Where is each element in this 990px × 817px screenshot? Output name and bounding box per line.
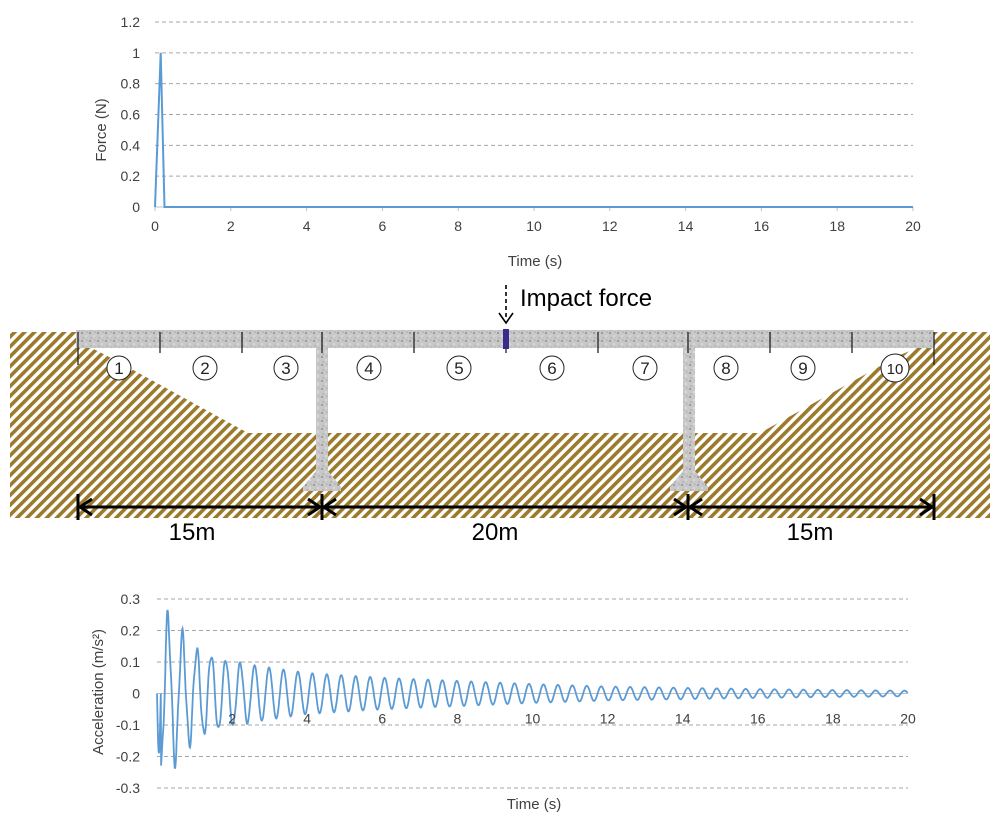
force-chart-x-tick-labels: 0 2 4 6 8 10 12 14 16 18 20 bbox=[151, 218, 921, 234]
svg-text:7: 7 bbox=[640, 359, 649, 378]
force-x-tick-label: 18 bbox=[829, 218, 845, 234]
segment-6: 6 bbox=[539, 355, 565, 381]
segment-9: 9 bbox=[790, 355, 816, 381]
force-x-tick-label: 2 bbox=[227, 218, 235, 234]
force-y-tick-label: 0.4 bbox=[121, 137, 141, 153]
ground-soil bbox=[10, 332, 990, 518]
force-chart: 0 0.2 0.4 0.6 0.8 1 1.2 0 2 4 6 8 10 12 14 16 18 20 Time… bbox=[93, 14, 921, 270]
acceleration-chart-x-tick-labels: 2 4 6 8 10 12 14 16 18 20 bbox=[228, 711, 916, 727]
svg-text:1: 1 bbox=[114, 359, 123, 378]
acceleration-x-tick-label: 6 bbox=[378, 711, 386, 727]
segment-8: 8 bbox=[713, 355, 739, 381]
svg-text:2: 2 bbox=[200, 359, 209, 378]
span-dimension-lines bbox=[76, 494, 936, 520]
segment-dividers bbox=[77, 332, 935, 365]
force-y-tick-label: 0 bbox=[132, 199, 140, 215]
force-x-tick-label: 16 bbox=[754, 218, 770, 234]
force-chart-gridlines bbox=[155, 21, 913, 177]
acceleration-x-tick-label: 16 bbox=[750, 711, 766, 727]
acceleration-chart-y-tick-labels: -0.3 -0.2 -0.1 0 0.1 0.2 0.3 bbox=[116, 591, 140, 796]
segment-2: 2 bbox=[192, 355, 218, 381]
force-y-tick-label: 1.2 bbox=[121, 14, 141, 30]
force-x-tick-label: 6 bbox=[379, 218, 387, 234]
segment-7: 7 bbox=[632, 355, 658, 381]
acceleration-y-tick-label: 0 bbox=[132, 686, 140, 702]
acceleration-y-tick-label: -0.2 bbox=[116, 749, 140, 765]
pier-left bbox=[303, 339, 341, 491]
force-y-tick-label: 1 bbox=[132, 45, 140, 61]
acceleration-x-tick-label: 2 bbox=[228, 711, 236, 727]
acceleration-y-tick-label: 0.3 bbox=[121, 591, 141, 607]
force-x-tick-label: 10 bbox=[526, 218, 542, 234]
acceleration-x-tick-label: 8 bbox=[454, 711, 462, 727]
acceleration-x-tick-label: 18 bbox=[825, 711, 841, 727]
impact-force-arrow bbox=[498, 285, 514, 325]
span-label-3: 15m bbox=[787, 519, 834, 546]
acceleration-chart-gridlines bbox=[157, 598, 908, 789]
force-chart-series bbox=[154, 52, 913, 208]
pier-right bbox=[670, 339, 708, 491]
acceleration-y-tick-label: -0.1 bbox=[116, 717, 140, 733]
svg-text:4: 4 bbox=[364, 359, 373, 378]
acceleration-x-tick-label: 10 bbox=[525, 711, 541, 727]
segment-labels: 1 2 3 4 5 6 7 8 9 10 bbox=[106, 353, 910, 383]
acceleration-x-tick-label: 12 bbox=[600, 711, 616, 727]
force-chart-x-axis-label: Time (s) bbox=[508, 253, 562, 270]
acceleration-chart-y-axis-label: Acceleration (m/s²) bbox=[90, 629, 107, 755]
segment-10: 10 bbox=[880, 353, 910, 383]
acceleration-chart: -0.3-0.2-0.100.10.20.3 2 4 6 8 10 12 14 16 18 20 … bbox=[90, 591, 916, 813]
force-x-tick-label: 12 bbox=[602, 218, 618, 234]
acceleration-chart-x-axis-label: Time (s) bbox=[507, 796, 561, 813]
acceleration-x-tick-label: 4 bbox=[303, 711, 311, 727]
force-chart-y-tick-labels: 0 0.2 0.4 0.6 0.8 1 1.2 bbox=[121, 14, 141, 215]
force-x-tick-label: 14 bbox=[678, 218, 694, 234]
force-y-tick-label: 0.2 bbox=[121, 168, 141, 184]
svg-text:5: 5 bbox=[454, 359, 463, 378]
svg-text:10: 10 bbox=[887, 361, 904, 378]
segment-5: 5 bbox=[446, 355, 472, 381]
acceleration-x-tick-label: 20 bbox=[900, 711, 916, 727]
force-y-tick-label: 0.6 bbox=[121, 107, 141, 123]
force-x-tick-label: 4 bbox=[303, 218, 311, 234]
segment-3: 3 bbox=[273, 355, 299, 381]
segment-1: 1 bbox=[106, 355, 132, 381]
span-label-2: 20m bbox=[472, 519, 519, 546]
span-label-1: 15m bbox=[169, 519, 216, 546]
force-series-line bbox=[154, 52, 913, 208]
bridge-diagram: 1 2 3 4 5 6 7 8 9 10 Impact force 15m 20… bbox=[10, 285, 990, 546]
acceleration-chart-series bbox=[156, 609, 909, 769]
acceleration-series-line bbox=[156, 609, 909, 769]
impact-point-marker bbox=[503, 329, 509, 349]
force-chart-y-axis-label: Force (N) bbox=[93, 98, 110, 161]
acceleration-y-tick-label: 0.2 bbox=[121, 623, 141, 639]
svg-text:6: 6 bbox=[547, 359, 556, 378]
acceleration-x-tick-label: 14 bbox=[675, 711, 691, 727]
acceleration-y-tick-label: -0.3 bbox=[116, 780, 140, 796]
svg-text:3: 3 bbox=[281, 359, 290, 378]
force-x-tick-label: 20 bbox=[905, 218, 921, 234]
impact-force-label: Impact force bbox=[520, 285, 652, 312]
acceleration-y-tick-label: 0.1 bbox=[121, 654, 141, 670]
force-x-tick-label: 8 bbox=[454, 218, 462, 234]
segment-4: 4 bbox=[356, 355, 382, 381]
svg-text:9: 9 bbox=[798, 359, 807, 378]
force-y-tick-label: 0.8 bbox=[121, 76, 141, 92]
svg-text:8: 8 bbox=[721, 359, 730, 378]
force-x-tick-label: 0 bbox=[151, 218, 159, 234]
